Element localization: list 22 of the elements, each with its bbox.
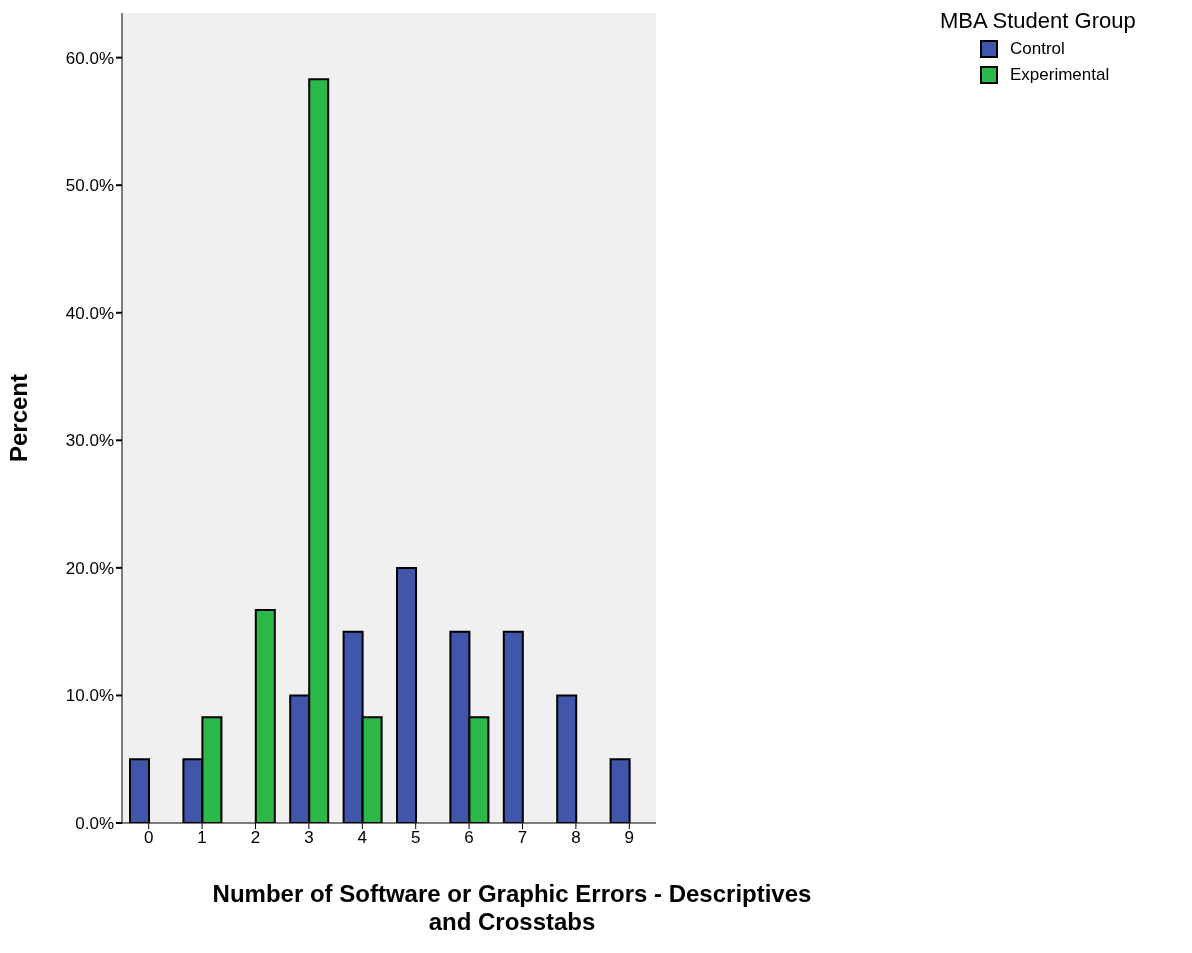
x-tick-label: 0 bbox=[143, 828, 154, 848]
x-tick-label: 3 bbox=[304, 828, 314, 848]
legend-label: Experimental bbox=[1009, 64, 1111, 86]
x-axis-title: Number of Software or Graphic Errors - Descriptives and Crosstabs bbox=[212, 880, 812, 936]
x-tick-label: 6 bbox=[464, 828, 474, 848]
legend-title: MBA Student Group bbox=[940, 8, 1137, 34]
y-tick-label: 50.0% bbox=[65, 176, 114, 196]
x-tick-label: 8 bbox=[571, 828, 581, 848]
y-tick-label: 10.0% bbox=[65, 686, 114, 706]
x-tick-label: 2 bbox=[250, 828, 261, 848]
x-tick-label: 4 bbox=[357, 828, 368, 848]
y-tick-label: 30.0% bbox=[65, 431, 114, 451]
x-tick-label: 9 bbox=[624, 828, 635, 848]
legend-label: Control bbox=[1009, 38, 1066, 60]
x-tick-label: 7 bbox=[517, 828, 528, 848]
x-tick-label: 5 bbox=[410, 828, 421, 848]
y-axis-title: Percent bbox=[4, 373, 32, 463]
x-tick-label: 1 bbox=[197, 828, 207, 848]
y-tick-label: 0.0% bbox=[75, 814, 114, 834]
y-tick-label: 60.0% bbox=[65, 48, 114, 68]
y-tick-label: 20.0% bbox=[65, 558, 114, 578]
y-tick-label: 40.0% bbox=[65, 303, 114, 323]
